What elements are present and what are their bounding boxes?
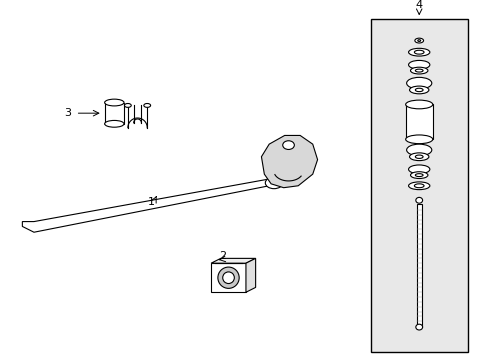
Ellipse shape (413, 50, 423, 54)
Ellipse shape (104, 121, 124, 127)
Ellipse shape (409, 172, 427, 179)
Ellipse shape (408, 60, 429, 69)
Ellipse shape (415, 197, 422, 203)
Bar (370, 19, 467, 352)
Polygon shape (245, 258, 255, 292)
Ellipse shape (282, 141, 294, 149)
Text: 2: 2 (219, 251, 226, 261)
Polygon shape (211, 258, 255, 263)
Bar (416, 204, 421, 327)
Ellipse shape (405, 135, 432, 144)
Ellipse shape (143, 103, 150, 107)
Ellipse shape (104, 99, 124, 106)
Ellipse shape (405, 100, 432, 109)
Ellipse shape (413, 184, 423, 188)
Bar (104, 103, 124, 124)
Ellipse shape (414, 69, 422, 72)
Ellipse shape (417, 40, 420, 41)
Ellipse shape (408, 182, 429, 190)
Ellipse shape (415, 324, 422, 330)
Ellipse shape (414, 88, 422, 92)
Polygon shape (261, 135, 317, 188)
Text: 3: 3 (64, 108, 71, 118)
Bar (211, 263, 245, 292)
Ellipse shape (414, 38, 423, 43)
Polygon shape (22, 179, 268, 232)
Ellipse shape (409, 67, 427, 74)
Ellipse shape (414, 174, 422, 176)
Ellipse shape (124, 103, 131, 107)
Bar (405, 104, 432, 139)
Ellipse shape (408, 153, 428, 161)
Ellipse shape (408, 165, 429, 174)
Ellipse shape (265, 177, 282, 189)
Ellipse shape (222, 272, 234, 284)
Text: 1: 1 (147, 197, 154, 207)
Ellipse shape (218, 267, 239, 288)
Ellipse shape (408, 48, 429, 56)
Text: 4: 4 (415, 0, 422, 10)
Ellipse shape (406, 77, 431, 89)
Ellipse shape (408, 86, 428, 94)
Ellipse shape (406, 144, 431, 156)
Ellipse shape (414, 155, 422, 158)
